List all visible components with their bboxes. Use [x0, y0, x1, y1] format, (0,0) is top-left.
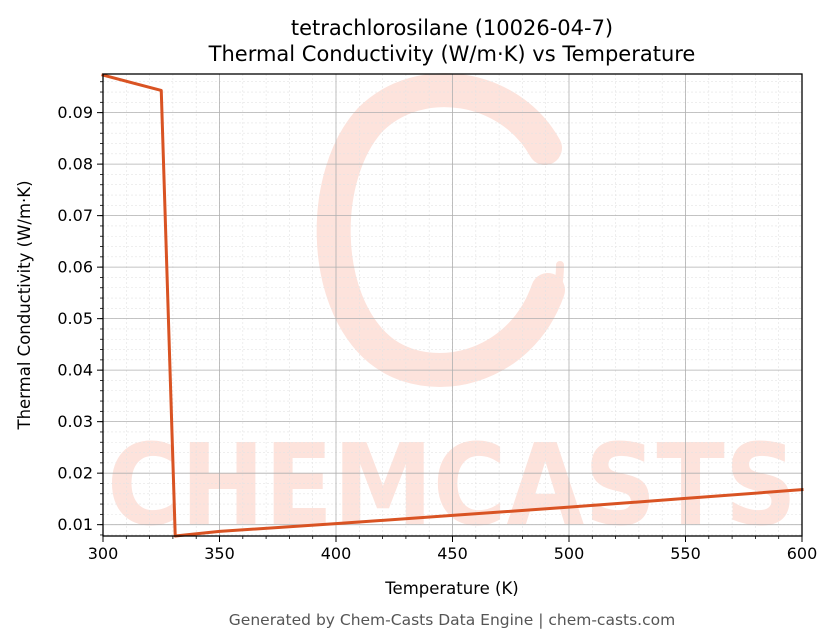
series-layer: [101, 73, 804, 538]
footer-credit: Generated by Chem-Casts Data Engine | ch…: [229, 611, 675, 629]
y-axis: 0.01 0.02 0.03 0.04 0.05 0.06 0.07 0.08 0.09: [57, 81, 103, 536]
y-tick-label: 0.02: [57, 464, 93, 483]
x-tick-label: 350: [204, 544, 235, 563]
y-tick-label: 0.03: [57, 412, 93, 431]
y-axis-label: Thermal Conductivity (W/m·K): [15, 180, 34, 430]
x-axis-label: Temperature (K): [384, 579, 518, 598]
y-tick-label: 0.08: [57, 155, 93, 174]
y-tick-label: 0.07: [57, 206, 93, 225]
series-line-0: [101, 73, 804, 538]
x-tick-label: 550: [670, 544, 701, 563]
x-tick-label: 450: [437, 544, 468, 563]
y-tick-label: 0.05: [57, 309, 93, 328]
y-tick-label: 0.01: [57, 515, 93, 534]
x-tick-label: 300: [88, 544, 119, 563]
y-tick-label: 0.09: [57, 103, 93, 122]
chart-subtitle: Thermal Conductivity (W/m·K) vs Temperat…: [208, 42, 696, 66]
chart-title: tetrachlorosilane (10026-04-7): [291, 16, 613, 40]
x-axis: 300 350 400 450 500 550 600: [88, 536, 818, 563]
watermark-text: CHEMCASTS: [107, 421, 797, 551]
y-tick-label: 0.04: [57, 361, 93, 380]
chemcasts-logo-c-icon: [316, 73, 565, 387]
watermark-logo: CHEMCASTS: [107, 73, 797, 551]
y-tick-label: 0.06: [57, 258, 93, 277]
x-tick-label: 600: [787, 544, 818, 563]
x-tick-label: 500: [554, 544, 585, 563]
x-tick-label: 400: [321, 544, 352, 563]
